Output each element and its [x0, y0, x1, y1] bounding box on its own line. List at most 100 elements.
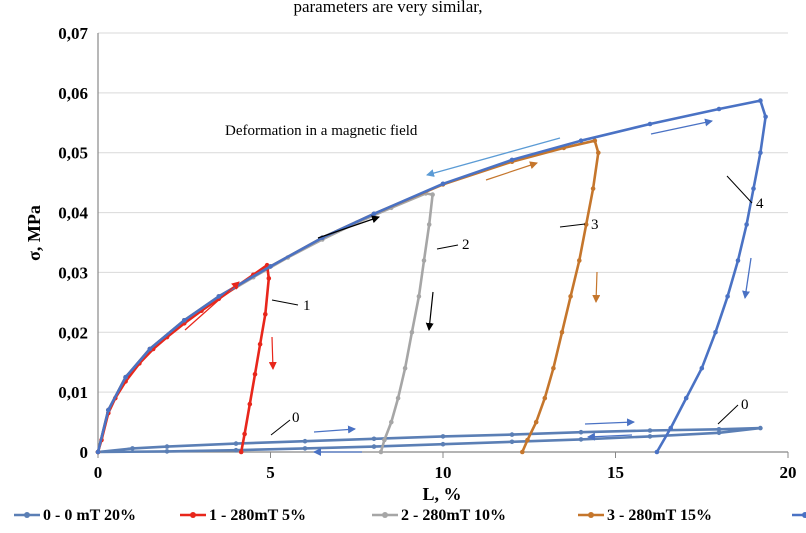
leader-0b [717, 404, 739, 425]
data-point [716, 427, 722, 432]
annotations: Deformation in a magnetic field 1 2 3 4 … [184, 118, 764, 456]
data-point [409, 330, 415, 335]
data-point [647, 121, 653, 127]
legend: 0 - 0 mT 20% 1 - 280mT 5% 2 - 280mT 10% 3 -… [14, 507, 806, 524]
data-point [542, 395, 548, 401]
series-label-0b: 0 [741, 397, 749, 413]
data-point [164, 449, 170, 454]
legend-label: 0 - 0 mT 20% [43, 507, 136, 524]
data-point [568, 294, 573, 299]
legend-label: 1 - 280mT 5% [209, 507, 306, 524]
data-point [130, 446, 135, 451]
legend-marker [190, 512, 196, 518]
series-label-4: 4 [756, 196, 764, 212]
arrow-blue-up [650, 118, 713, 135]
leader-4 [726, 175, 753, 204]
y-tick-label: 0,01 [58, 383, 88, 402]
data-point [578, 138, 584, 143]
arrow-black-up [317, 215, 380, 239]
data-point [751, 186, 756, 191]
data-point [440, 181, 446, 187]
data-point [683, 395, 689, 401]
arrow-base-right-1 [313, 425, 356, 434]
data-point [106, 407, 111, 413]
series-label-0a: 0 [292, 410, 300, 426]
data-point [758, 425, 763, 431]
data-point [533, 419, 539, 425]
data-point [744, 222, 749, 227]
data-point [509, 439, 515, 445]
data-point [182, 318, 187, 323]
data-point [371, 436, 377, 442]
legend-marker [802, 512, 806, 518]
arrow-red-down [268, 336, 277, 370]
data-point [583, 222, 589, 227]
y-tick-label: 0,05 [58, 144, 88, 163]
data-point [257, 342, 263, 347]
deformation-leader [426, 137, 561, 177]
leader-1 [271, 299, 299, 306]
arrow-base-left-2 [587, 432, 633, 441]
data-point [713, 330, 718, 335]
y-tick-label: 0,03 [58, 263, 88, 282]
series-line-4 [96, 99, 767, 453]
data-point [402, 365, 408, 371]
data-point [242, 431, 247, 437]
data-point [302, 438, 308, 444]
y-tick-label: 0 [80, 443, 89, 462]
series-line-0 [97, 426, 762, 454]
legend-item-2: 2 - 280mT 10% [372, 507, 506, 524]
data-point [371, 211, 377, 217]
y-tick-label: 0,04 [58, 204, 88, 223]
data-point [247, 401, 253, 407]
data-point [716, 430, 722, 436]
legend-item-1: 1 - 280mT 5% [180, 507, 306, 524]
series-label-2: 2 [462, 237, 470, 253]
series-3 [95, 138, 601, 455]
x-tick-label: 5 [266, 463, 275, 482]
legend-marker [382, 512, 388, 518]
legend-marker [24, 512, 30, 518]
data-point [233, 447, 239, 453]
data-point [421, 258, 427, 263]
y-tick-label: 0,07 [58, 24, 88, 43]
series-4 [95, 98, 768, 455]
data-point [238, 449, 244, 455]
series-2 [95, 191, 435, 455]
arrow-brown-down [592, 271, 601, 303]
data-point [164, 444, 170, 449]
series-line-2 [96, 192, 434, 453]
data-point [426, 222, 432, 227]
data-point [509, 432, 515, 437]
y-tick-label: 0,02 [58, 323, 88, 342]
data-point [647, 428, 653, 433]
gridlines [98, 32, 788, 393]
arrow-blue-down [742, 257, 752, 299]
axes [97, 33, 789, 458]
arrow-black-down [425, 291, 434, 331]
x-axis-label: L, % [422, 484, 461, 504]
data-point [302, 446, 308, 451]
data-point [559, 330, 565, 335]
data-point [416, 294, 422, 299]
legend-item-4: 4 - 280mT 20% [792, 512, 806, 518]
header-text: parameters are very similar, [293, 0, 482, 16]
series-layer [95, 98, 768, 455]
data-point [577, 258, 582, 263]
series-label-3: 3 [591, 217, 599, 233]
leader-0a [270, 419, 291, 436]
arrow-brown-up [485, 161, 538, 181]
data-point [252, 371, 258, 377]
tick-labels: 00,010,020,030,040,050,060,070 5 10 15 20 [58, 24, 796, 482]
data-point [268, 264, 273, 269]
data-point [758, 150, 763, 155]
data-point [596, 150, 601, 155]
data-point [430, 192, 435, 197]
data-point [590, 186, 596, 191]
data-point [578, 429, 584, 435]
series-label-1: 1 [303, 298, 311, 314]
leader-3 [559, 223, 586, 228]
x-tick-label: 0 [94, 463, 103, 482]
data-point [699, 365, 705, 371]
data-point [382, 437, 387, 443]
